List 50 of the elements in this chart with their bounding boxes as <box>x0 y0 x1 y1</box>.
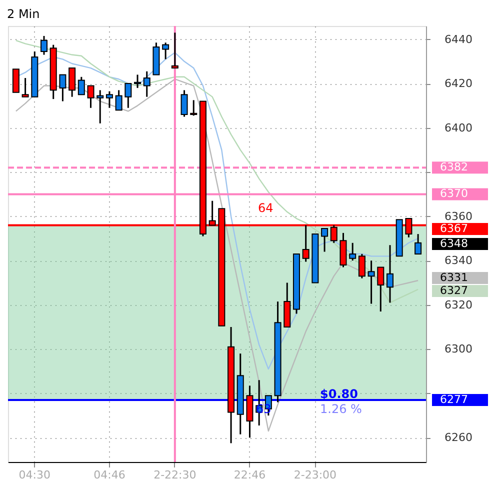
x-tick-label: 22:46 <box>234 468 266 482</box>
ref-line-label: 6277 <box>440 393 468 406</box>
x-tick-label: 2-22:30 <box>154 468 196 482</box>
candlestick <box>59 74 66 102</box>
text: 6327 <box>440 284 468 297</box>
annotation: 63 <box>256 402 272 416</box>
ref-line-label: 6382 <box>440 160 468 174</box>
candlestick <box>368 260 375 305</box>
candlestick <box>134 74 142 89</box>
candlestick <box>12 68 20 93</box>
candlestick <box>87 85 94 109</box>
candlestick <box>78 76 85 96</box>
candlestick <box>386 244 394 304</box>
chart-title: 2 Min <box>7 7 40 21</box>
candlestick <box>171 32 178 69</box>
annotation: 1.26 % <box>320 402 362 416</box>
y-tick-label: 6340 <box>444 254 472 268</box>
candlestick <box>68 67 76 98</box>
candlestick <box>106 90 113 109</box>
candlestick <box>96 89 104 124</box>
candlestick <box>190 99 198 116</box>
y-tick-label: 6400 <box>444 121 472 134</box>
candlestick <box>40 35 48 56</box>
x-tick-label: 04:46 <box>94 468 126 482</box>
ref-line-label: 6370 <box>440 187 468 200</box>
candlestick <box>414 233 422 255</box>
candlestick <box>143 70 150 98</box>
y-tick-label: 6260 <box>444 431 472 444</box>
candlestick <box>124 82 132 109</box>
line-series <box>15 40 419 304</box>
candlestick <box>349 242 356 262</box>
x-tick-label: 04:30 <box>18 468 51 482</box>
text: 6367 <box>440 222 468 235</box>
y-tick-label: 6320 <box>444 298 472 312</box>
candlestick <box>377 266 384 312</box>
candlestick <box>321 228 328 252</box>
annotation: $0.80 <box>320 387 358 401</box>
y-tick-label: 6440 <box>444 32 472 46</box>
candlestick <box>162 42 170 60</box>
candlestick <box>180 89 188 118</box>
candlestick <box>358 253 366 280</box>
y-tick-label: 6300 <box>444 342 472 356</box>
annotation: 64 <box>258 201 274 215</box>
y-tick-label: 6360 <box>444 210 472 223</box>
candlestick <box>115 89 122 111</box>
text: 6331 <box>440 271 468 284</box>
y-tick-label: 6420 <box>444 77 472 90</box>
text: 6348 <box>440 237 468 250</box>
x-tick-label: 2-23:00 <box>294 468 337 482</box>
candlestick <box>22 77 29 98</box>
